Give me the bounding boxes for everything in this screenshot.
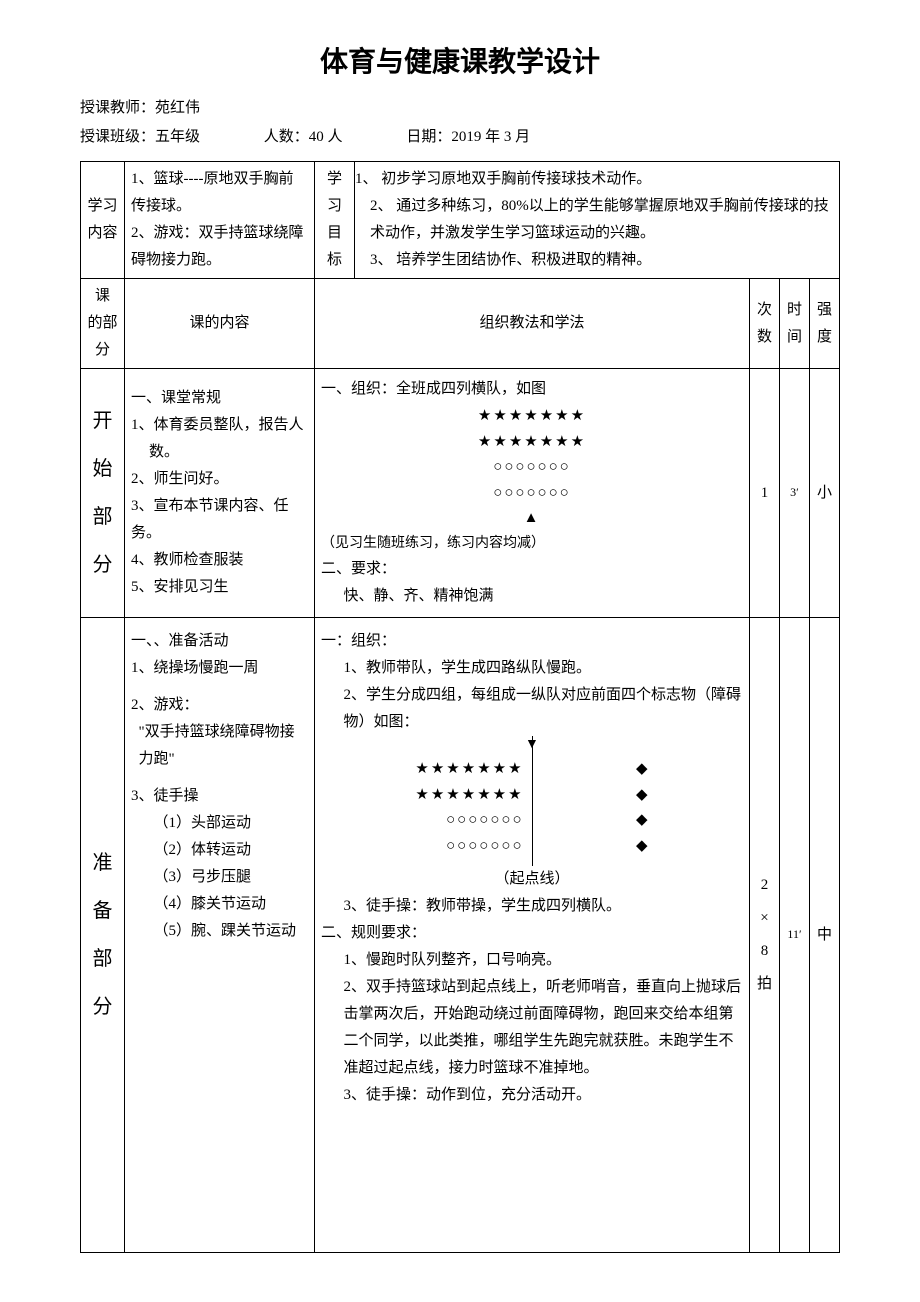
s2-ex4: （4）膝关节运动 [131,891,308,918]
content-value: 1、篮球----原地双手胸前传接球。 2、游戏：双手持篮球绕障碍物接力跑。 [125,162,315,279]
diag-left: ★★★★★★★ ★★★★★★★ ○○○○○○○ ○○○○○○○ [321,756,530,858]
meta-block: 授课教师：苑红伟 授课班级：五年级 人数：40 人 日期：2019 年 3 月 [80,94,840,151]
s1-item-4: 4、教师检查服装 [131,547,308,574]
lesson-table: 学习内容 1、篮球----原地双手胸前传接球。 2、游戏：双手持篮球绕障碍物接力… [80,161,840,1253]
dr-r3: ◆ [540,807,743,833]
content-label: 学习内容 [81,162,125,279]
s1-item-3: 3、宣布本节课内容、任务。 [131,493,308,547]
s2-m2: 1、教师带队，学生成四路纵队慢跑。 [321,655,743,682]
prep-diagram: ▼ ★★★★★★★ ★★★★★★★ ○○○○○○○ ○○○○○○○ ◆ ◆ ◆ … [321,736,743,866]
s1-title: 一、课堂常规 [131,385,308,412]
form-r1: ★★★★★★★ [321,403,743,429]
teacher-name: 苑红伟 [155,100,200,116]
dr-r4: ◆ [540,833,743,859]
hdr-part: 课 的部分 [81,279,125,369]
content-prepare: 一、、准备活动 1、绕操场慢跑一周 2、游戏： "双手持篮球绕障碍物接力跑" 3… [125,618,315,1253]
dr-r1: ◆ [540,756,743,782]
s2-ex2: （2）体转运动 [131,837,308,864]
dl-r1: ★★★★★★★ [321,756,524,782]
s1-m1: 一、组织：全班成四列横队，如图 [321,376,743,403]
method-prepare: 一：组织： 1、教师带队，学生成四路纵队慢跑。 2、学生分成四组，每组成一纵队对… [315,618,750,1253]
s2-m1: 一：组织： [321,628,743,655]
goal-value: 1、 初步学习原地双手胸前传接球技术动作。 2、 通过多种练习，80%以上的学生… [355,162,840,279]
s2-m4: （起点线） [321,866,743,893]
s1-note: （见习生随班练习，练习内容均减） [321,531,743,556]
form-r4: ○○○○○○○ [321,480,743,506]
s2-ex3: （3）弓步压腿 [131,864,308,891]
count-value: 40 人 [309,123,343,152]
s2-m6: 二、规则要求： [321,920,743,947]
grade-label: 授课班级： [80,123,155,152]
formation-diagram: ★★★★★★★ ★★★★★★★ ○○○○○○○ ○○○○○○○ ▲ [321,403,743,531]
s1-item-1: 1、体育委员整队，报告人数。 [131,412,308,466]
s1-item-5: 5、安排见习生 [131,574,308,601]
row-section-prepare: 准备部分 一、、准备活动 1、绕操场慢跑一周 2、游戏： "双手持篮球绕障碍物接… [81,618,840,1253]
s2-c3: 2、游戏： [131,692,308,719]
s2-ex5: （5）腕、踝关节运动 [131,918,308,945]
form-mark: ▲ [321,505,743,531]
teacher-label: 授课教师： [80,100,155,116]
s1-m2: 二、要求： [321,556,743,583]
dl-r2: ★★★★★★★ [321,782,524,808]
s2-m3: 2、学生分成四组，每组成一纵队对应前面四个标志物（障碍物）如图： [321,682,743,736]
hdr-times: 次数 [749,279,779,369]
row-section-start: 开始部分 一、课堂常规 1、体育委员整队，报告人数。 2、师生问好。 3、宣布本… [81,369,840,618]
s2-duration: 11′ [779,618,809,1253]
part-prepare: 准备部分 [81,618,125,1253]
dl-r4: ○○○○○○○ [321,833,524,859]
s2-m5: 3、徒手操：教师带操，学生成四列横队。 [321,893,743,920]
s2-m8: 2、双手持篮球站到起点线上，听老师哨音，垂直向上抛球后击掌两次后，开始跑动绕过前… [321,974,743,1082]
row-header: 课 的部分 课的内容 组织教法和学法 次数 时间 强度 [81,279,840,369]
hdr-content: 课的内容 [125,279,315,369]
goal-label: 学习目标 [315,162,355,279]
meta-line-teacher: 授课教师：苑红伟 [80,94,840,123]
s1-item-2: 2、师生问好。 [131,466,308,493]
s1-req: 快、静、齐、精神饱满 [321,583,743,610]
diag-right: ◆ ◆ ◆ ◆ [540,756,743,858]
dr-r2: ◆ [540,782,743,808]
count-label: 人数： [264,123,309,152]
form-r2: ★★★★★★★ [321,429,743,455]
dl-r3: ○○○○○○○ [321,807,524,833]
diag-vline [532,736,533,866]
grade-value: 五年级 [155,123,200,152]
s2-ex1: （1）头部运动 [131,810,308,837]
content-start: 一、课堂常规 1、体育委员整队，报告人数。 2、师生问好。 3、宣布本节课内容、… [125,369,315,618]
s2-c5: 3、徒手操 [131,783,308,810]
meta-line-class: 授课班级：五年级 人数：40 人 日期：2019 年 3 月 [80,123,840,152]
s2-m9: 3、徒手操：动作到位，充分活动开。 [321,1082,743,1109]
hdr-method: 组织教法和学法 [315,279,750,369]
hdr-duration: 时间 [779,279,809,369]
hdr-intensity: 强度 [809,279,839,369]
date-label: 日期： [406,123,451,152]
s2-c2: 1、绕操场慢跑一周 [131,655,308,682]
date-value: 2019 年 3 月 [451,123,530,152]
s2-c1: 一、、准备活动 [131,628,308,655]
s1-duration: 3′ [779,369,809,618]
s2-c4: "双手持篮球绕障碍物接力跑" [131,719,308,773]
part-start: 开始部分 [81,369,125,618]
s1-times: 1 [749,369,779,618]
s2-m7: 1、慢跑时队列整齐，口号响亮。 [321,947,743,974]
s1-intensity: 小 [809,369,839,618]
form-r3: ○○○○○○○ [321,454,743,480]
s2-times: 2 × 8 拍 [749,618,779,1253]
page-title: 体育与健康课教学设计 [80,40,840,80]
row-objectives: 学习内容 1、篮球----原地双手胸前传接球。 2、游戏：双手持篮球绕障碍物接力… [81,162,840,279]
method-start: 一、组织：全班成四列横队，如图 ★★★★★★★ ★★★★★★★ ○○○○○○○ … [315,369,750,618]
s2-intensity: 中 [809,618,839,1253]
